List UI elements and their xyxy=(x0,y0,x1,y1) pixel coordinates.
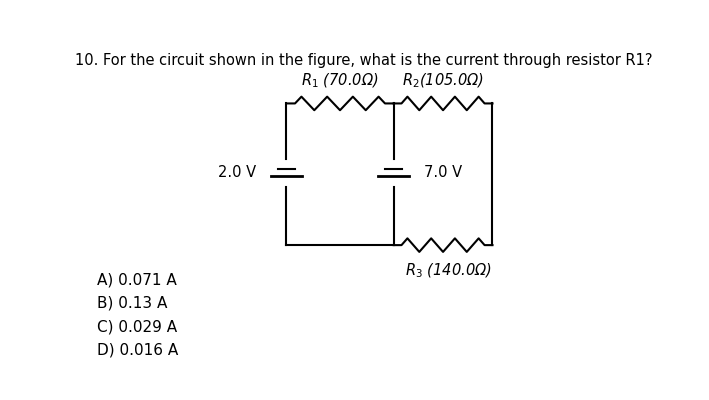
Text: 10. For the circuit shown in the figure, what is the current through resistor R1: 10. For the circuit shown in the figure,… xyxy=(74,53,652,68)
Text: $R_2$(105.0Ω): $R_2$(105.0Ω) xyxy=(402,71,484,90)
Text: C) 0.029 A: C) 0.029 A xyxy=(97,319,177,334)
Text: A) 0.071 A: A) 0.071 A xyxy=(97,273,177,288)
Text: B) 0.13 A: B) 0.13 A xyxy=(97,296,167,311)
Text: $R_1$ (70.0Ω): $R_1$ (70.0Ω) xyxy=(301,71,379,90)
Text: $R_3$ (140.0Ω): $R_3$ (140.0Ω) xyxy=(405,262,492,280)
Text: 7.0 V: 7.0 V xyxy=(424,165,462,180)
Text: D) 0.016 A: D) 0.016 A xyxy=(97,342,178,357)
Text: 2.0 V: 2.0 V xyxy=(218,165,256,180)
